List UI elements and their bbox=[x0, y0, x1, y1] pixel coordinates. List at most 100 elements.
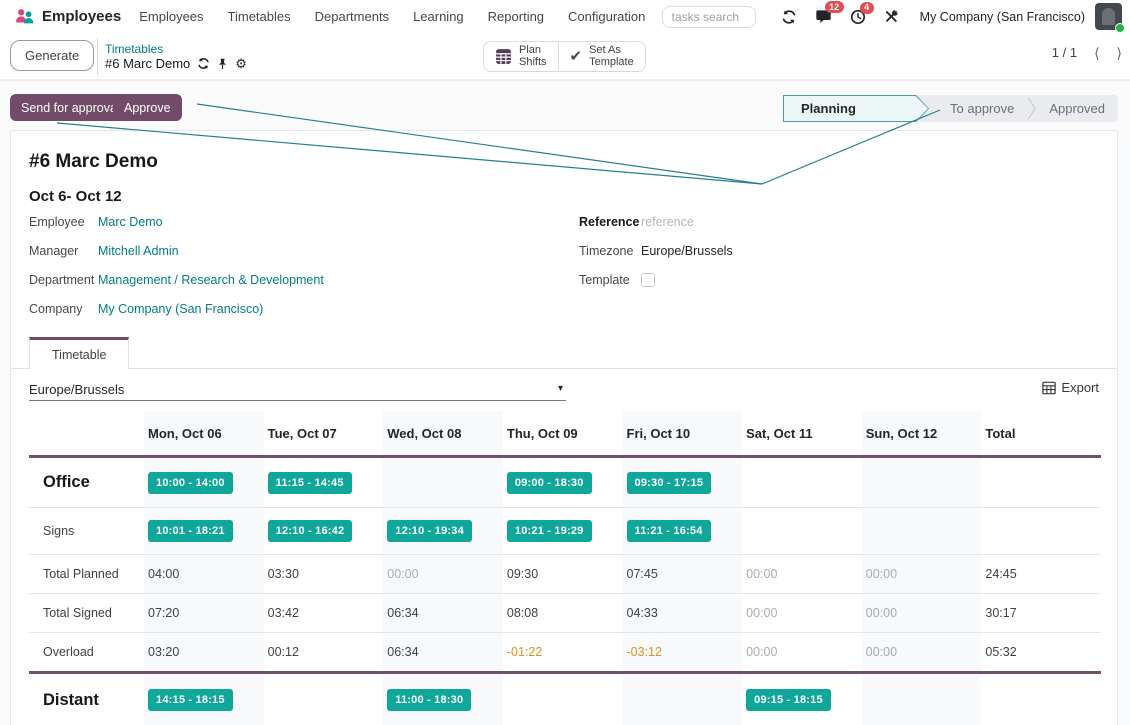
field-value-company[interactable]: My Company (San Francisco) bbox=[98, 301, 264, 316]
field-label-department: Department bbox=[29, 272, 95, 287]
navbar-right: 12 4 My Company (San Francisco) bbox=[661, 1, 1125, 33]
cell-signs-1: 12:10 - 16:42 bbox=[264, 508, 384, 554]
approve-button[interactable]: Approve bbox=[113, 94, 182, 121]
plan-shifts-label-line1: Plan bbox=[519, 44, 542, 56]
row-signs: Signs 10:01 - 18:21 12:10 - 16:42 12:10 - 1… bbox=[29, 507, 1101, 554]
pager-next-icon[interactable]: ⟩ bbox=[1116, 44, 1122, 61]
plan-shifts-button[interactable]: Plan Shifts bbox=[484, 42, 558, 71]
field-value-manager[interactable]: Mitchell Admin bbox=[98, 243, 179, 258]
cell-total-planned-7: 24:45 bbox=[985, 567, 1017, 581]
sync-icon[interactable] bbox=[781, 9, 797, 25]
pager-value: 1 / 1 bbox=[1051, 45, 1078, 60]
stage-chevron-separator-icon bbox=[1027, 97, 1037, 120]
nav-menu-configuration[interactable]: Configuration bbox=[568, 9, 646, 24]
cell-distant-2: 11:00 - 18:30 bbox=[383, 674, 503, 725]
row-label-signs: Signs bbox=[43, 524, 75, 538]
pager-previous-icon[interactable]: ⟨ bbox=[1094, 44, 1100, 61]
field-label-company: Company bbox=[29, 301, 83, 316]
shift-badge[interactable]: 11:00 - 18:30 bbox=[387, 689, 472, 711]
row-label-total-planned: Total Planned bbox=[43, 567, 119, 581]
nav-menu-reporting[interactable]: Reporting bbox=[487, 9, 545, 24]
app-title: Employees bbox=[42, 8, 122, 25]
shift-badge[interactable]: 09:15 - 18:15 bbox=[746, 689, 831, 711]
cell-distant-3 bbox=[503, 674, 623, 725]
field-employee: Employee Marc Demo bbox=[29, 207, 324, 236]
avatar[interactable] bbox=[1095, 3, 1125, 33]
table-grid-icon bbox=[1042, 381, 1057, 394]
field-value-employee[interactable]: Marc Demo bbox=[98, 214, 163, 229]
timetable-table: Mon, Oct 06 Tue, Oct 07 Wed, Oct 08 Thu, Oc… bbox=[29, 411, 1101, 725]
shift-badge[interactable]: 10:01 - 18:21 bbox=[148, 520, 233, 542]
cell-overload-4: -03:12 bbox=[622, 633, 743, 671]
cell-total-signed-0: 07:20 bbox=[144, 594, 264, 632]
column-header-fri-oct-10: Fri, Oct 10 bbox=[622, 411, 743, 455]
cell-total-planned-2: 00:00 bbox=[383, 555, 503, 593]
view-actions-group: Plan Shifts ✔ Set As Template bbox=[483, 41, 646, 72]
cell-overload-1: 00:12 bbox=[267, 645, 299, 659]
cell-total-planned-0: 04:00 bbox=[144, 555, 264, 593]
field-timezone: Timezone Europe/Brussels bbox=[579, 236, 733, 265]
stage-to-approve[interactable]: To approve bbox=[950, 101, 1015, 116]
set-as-template-label-line2: Template bbox=[589, 55, 634, 68]
field-company: Company My Company (San Francisco) bbox=[29, 294, 324, 323]
set-as-template-label-line1: Set As bbox=[589, 44, 621, 56]
app-switcher[interactable]: Employees bbox=[8, 6, 127, 27]
field-label-timezone: Timezone bbox=[579, 243, 634, 258]
tools-wrench-icon[interactable] bbox=[884, 9, 899, 24]
pager: 1 / 1 ⟨ ⟩ bbox=[1052, 45, 1122, 60]
shift-badge[interactable]: 14:15 - 18:15 bbox=[148, 689, 233, 711]
field-value-department[interactable]: Management / Research & Development bbox=[98, 272, 324, 287]
shift-badge[interactable]: 09:30 - 17:15 bbox=[626, 471, 712, 494]
shift-badge[interactable]: 11:15 - 14:45 bbox=[267, 471, 352, 494]
shift-badge[interactable]: 12:10 - 19:34 bbox=[387, 520, 472, 542]
cell-total-signed-5: 00:00 bbox=[746, 606, 778, 620]
send-for-approval-button[interactable]: Send for approval bbox=[10, 94, 131, 121]
pin-icon[interactable] bbox=[217, 58, 228, 70]
template-checkbox[interactable] bbox=[641, 272, 655, 287]
top-navbar: Employees Employees Timetables Departments… bbox=[0, 0, 1130, 33]
nav-menu-timetables[interactable]: Timetables bbox=[227, 9, 291, 24]
shift-badge[interactable]: 12:10 - 16:42 bbox=[267, 520, 353, 542]
activities-clock-icon[interactable]: 4 bbox=[850, 1, 874, 25]
cell-office-4: 09:30 - 17:15 bbox=[622, 458, 743, 507]
cell-total-planned-4: 07:45 bbox=[622, 555, 743, 593]
cell-overload-6: 00:00 bbox=[861, 633, 982, 671]
row-total-signed: Total Signed 07:20 03:42 06:34 08:08 04:33 00:… bbox=[29, 593, 1101, 632]
nav-menu-learning[interactable]: Learning bbox=[413, 9, 464, 24]
shift-badge[interactable]: 10:00 - 14:00 bbox=[148, 471, 233, 494]
field-department: Department Management / Research & Develo… bbox=[29, 265, 324, 294]
cell-total-signed-3: 08:08 bbox=[506, 606, 539, 620]
nav-menu-departments[interactable]: Departments bbox=[314, 9, 390, 24]
nav-menu-employees[interactable]: Employees bbox=[139, 9, 204, 24]
cell-office-6 bbox=[861, 458, 982, 507]
cell-office-7 bbox=[981, 458, 1101, 507]
export-button[interactable]: Export bbox=[1042, 380, 1099, 395]
shift-badge[interactable]: 10:21 - 19:29 bbox=[506, 520, 592, 542]
messages-icon[interactable]: 12 bbox=[815, 1, 844, 25]
cell-overload-7: 05:32 bbox=[985, 645, 1017, 659]
cell-signs-2: 12:10 - 19:34 bbox=[383, 508, 503, 554]
shift-badge[interactable]: 11:21 - 16:54 bbox=[626, 520, 711, 542]
search-input[interactable] bbox=[661, 5, 756, 28]
set-as-template-button[interactable]: ✔ Set As Template bbox=[557, 42, 645, 71]
gear-icon[interactable]: ⚙ bbox=[235, 56, 247, 71]
shift-badge[interactable]: 09:00 - 18:30 bbox=[506, 471, 592, 494]
column-header-thu-oct-09: Thu, Oct 09 bbox=[506, 425, 578, 441]
cell-total-signed-6: 00:00 bbox=[861, 594, 982, 632]
timezone-select[interactable]: Europe/Brussels ▾ bbox=[29, 378, 566, 401]
field-value-reference[interactable]: reference bbox=[641, 214, 694, 229]
refresh-icon[interactable] bbox=[197, 57, 210, 70]
main-menu: Employees Timetables Departments Learning Re… bbox=[127, 0, 657, 33]
breadcrumb-parent-link[interactable]: Timetables bbox=[105, 41, 164, 56]
stage-approved[interactable]: Approved bbox=[1049, 101, 1105, 116]
row-overload: Overload 03:20 00:12 06:34 -01:22 -03:12 00:00… bbox=[29, 632, 1101, 671]
cell-total-signed-2: 06:34 bbox=[383, 594, 503, 632]
cell-signs-5 bbox=[742, 508, 862, 554]
company-selector[interactable]: My Company (San Francisco) bbox=[919, 9, 1085, 24]
cell-office-5 bbox=[742, 458, 862, 507]
breadcrumb-current: #6 Marc Demo bbox=[105, 55, 191, 71]
stage-planning[interactable]: Planning bbox=[783, 95, 929, 122]
field-label-employee: Employee bbox=[29, 214, 85, 229]
generate-button[interactable]: Generate bbox=[10, 40, 95, 71]
tab-timetable[interactable]: Timetable bbox=[29, 337, 130, 369]
